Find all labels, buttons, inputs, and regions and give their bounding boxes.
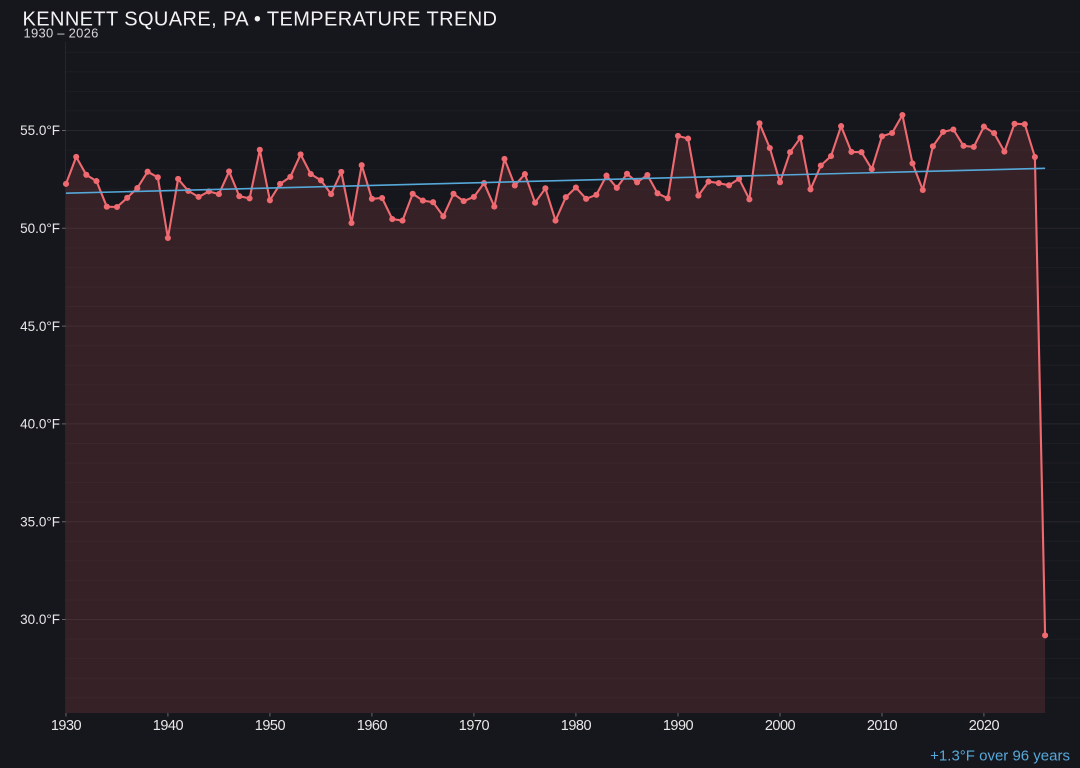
svg-text:1990: 1990	[663, 718, 694, 734]
svg-text:45.0°F: 45.0°F	[20, 319, 60, 334]
svg-text:30.0°F: 30.0°F	[20, 612, 60, 627]
svg-text:KENNETT SQUARE, PA • TEMPERATU: KENNETT SQUARE, PA • TEMPERATURE TREND	[23, 9, 498, 31]
svg-text:1930 – 2026: 1930 – 2026	[24, 26, 99, 41]
svg-text:1950: 1950	[255, 718, 286, 734]
svg-text:2020: 2020	[969, 718, 1000, 734]
svg-text:2000: 2000	[765, 718, 796, 734]
svg-text:1930: 1930	[51, 718, 82, 734]
svg-text:2010: 2010	[867, 718, 898, 734]
svg-text:35.0°F: 35.0°F	[20, 514, 60, 529]
svg-text:40.0°F: 40.0°F	[20, 417, 60, 432]
svg-text:1960: 1960	[357, 718, 388, 734]
svg-text:1980: 1980	[561, 718, 592, 734]
svg-text:55.0°F: 55.0°F	[20, 123, 60, 138]
svg-text:1940: 1940	[153, 718, 184, 734]
svg-text:50.0°F: 50.0°F	[20, 221, 60, 236]
svg-text:1970: 1970	[459, 718, 490, 734]
svg-text:+1.3°F over 96 years: +1.3°F over 96 years	[930, 748, 1070, 765]
